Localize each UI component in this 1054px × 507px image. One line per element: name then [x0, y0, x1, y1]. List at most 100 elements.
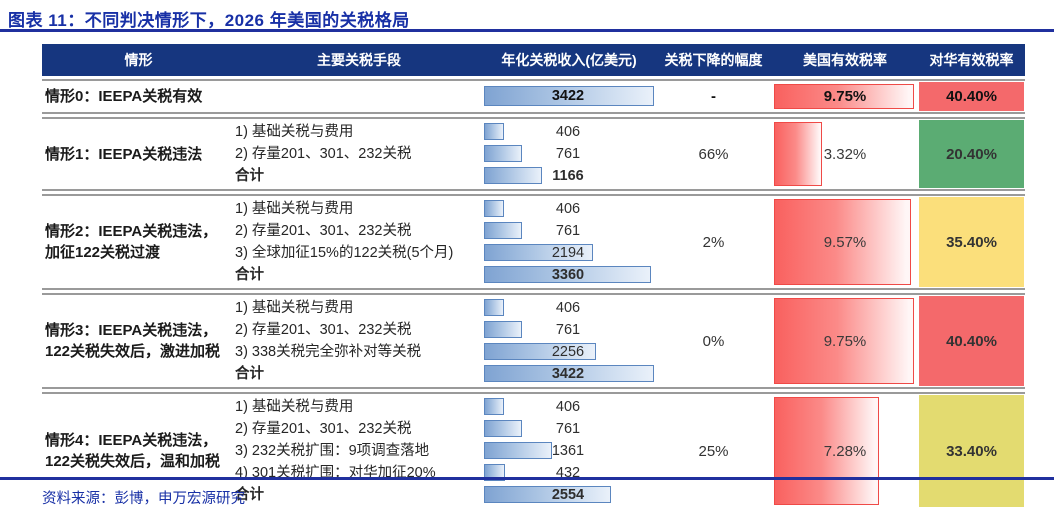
revenue-value: 2554 — [551, 487, 585, 503]
table-body: 情形0：IEEPA关税有效 3422 - 9.75% 40.40% 情形1：IEEPA关税… — [42, 79, 1025, 507]
measures-cell — [235, 81, 483, 112]
column-header: 主要关税手段 — [317, 52, 401, 68]
scenario-cell: 情形4：IEEPA关税违法，122关税失效后，温和加税 — [42, 394, 235, 507]
scenario-cell: 情形2：IEEPA关税违法，加征122关税过渡 — [42, 196, 235, 288]
measure-item: 1) 基础关税与费用 — [235, 124, 354, 140]
revenue-data-bar — [484, 167, 542, 184]
decline-value: - — [711, 88, 716, 105]
us-rate-data-bar — [774, 298, 914, 384]
us-rate-value: 7.28% — [823, 442, 867, 460]
scenario-row: 情形2：IEEPA关税违法，加征122关税过渡 1) 基础关税与费用 2) 存量20… — [42, 194, 1025, 290]
revenue-data-bar — [484, 420, 522, 437]
decline-cell: - — [655, 81, 772, 112]
revenue-bar-line: 406 — [483, 121, 655, 143]
measures-cell: 1) 基础关税与费用 2) 存量201、301、232关税 3) 全球加征15%的1… — [235, 196, 483, 288]
data-source-note: 资料来源：彭博，申万宏源研究 — [42, 491, 245, 507]
measure-item: 2) 存量201、301、232关税 — [235, 146, 412, 162]
footer-divider — [0, 477, 1054, 480]
china-rate-cell: 35.40% — [918, 196, 1025, 288]
us-rate-data-bar — [774, 122, 822, 186]
revenue-cell: 406 761 2256 3422 — [483, 295, 655, 387]
revenue-data-bar — [484, 145, 522, 162]
revenue-value: 761 — [555, 223, 581, 239]
revenue-bar-line: 3422 — [483, 363, 655, 385]
scenario-row: 情形4：IEEPA关税违法，122关税失效后，温和加税 1) 基础关税与费用 2) … — [42, 392, 1025, 507]
decline-value: 25% — [698, 442, 729, 460]
revenue-bar-line: 2554 — [483, 484, 655, 506]
measure-total-label: 合计 — [235, 168, 264, 184]
decline-cell: 25% — [655, 394, 772, 507]
revenue-value: 761 — [555, 146, 581, 162]
revenue-bar-line: 761 — [483, 418, 655, 440]
revenue-value: 406 — [555, 201, 581, 217]
revenue-bar-line: 761 — [483, 143, 655, 165]
revenue-data-bar — [484, 321, 522, 338]
scenario-cell: 情形3：IEEPA关税违法，122关税失效后，激进加税 — [42, 295, 235, 387]
us-rate-value: 3.32% — [823, 145, 867, 163]
column-header: 对华有效税率 — [929, 52, 1014, 68]
measure-item: 3) 232关税扩围：9项调查落地 — [235, 443, 430, 459]
revenue-value: 761 — [555, 421, 581, 437]
scenario-label: 情形3：IEEPA关税违法，122关税失效后，激进加税 — [45, 322, 221, 360]
us-rate-cell: 3.32% — [772, 119, 918, 189]
scenario-label: 情形0：IEEPA关税有效 — [45, 88, 203, 105]
tariff-scenario-table: 情形 主要关税手段 年化关税收入(亿美元) 关税下降的幅度 美国有效税率 对华有效税率 情… — [42, 44, 1025, 507]
revenue-bar-line: 3422 — [483, 83, 655, 110]
measure-total-label: 合计 — [235, 366, 264, 382]
measures-cell: 1) 基础关税与费用 2) 存量201、301、232关税 3) 232关税扩围：9… — [235, 394, 483, 507]
measure-total-label: 合计 — [235, 487, 264, 503]
revenue-data-bar — [484, 486, 611, 503]
china-rate-value: 20.40% — [919, 120, 1024, 188]
scenario-cell: 情形1：IEEPA关税违法 — [42, 119, 235, 189]
measure-total-label: 合计 — [235, 267, 264, 283]
measure-item: 3) 338关税完全弥补对等关税 — [235, 344, 422, 360]
column-header: 情形 — [124, 52, 153, 68]
us-rate-data-bar — [774, 199, 911, 285]
revenue-data-bar — [484, 123, 504, 140]
revenue-data-bar — [484, 266, 651, 283]
revenue-bar-line: 2194 — [483, 242, 655, 264]
decline-cell: 2% — [655, 196, 772, 288]
revenue-bar-line: 406 — [483, 198, 655, 220]
scenario-label: 情形4：IEEPA关税违法，122关税失效后，温和加税 — [45, 432, 221, 470]
revenue-bar-line: 406 — [483, 396, 655, 418]
measure-item: 2) 存量201、301、232关税 — [235, 322, 412, 338]
measure-item: 1) 基础关税与费用 — [235, 201, 354, 217]
revenue-value: 761 — [555, 322, 581, 338]
revenue-value: 1166 — [552, 168, 584, 184]
column-header: 关税下降的幅度 — [664, 52, 763, 68]
revenue-data-bar — [484, 398, 504, 415]
scenario-label: 情形1：IEEPA关税违法 — [45, 145, 203, 163]
china-rate-cell: 20.40% — [918, 119, 1025, 189]
measure-item: 2) 存量201、301、232关税 — [235, 223, 412, 239]
revenue-value: 3422 — [551, 88, 585, 104]
measure-item: 4) 301关税扩围：对华加征20% — [235, 465, 436, 481]
measure-item: 3) 全球加征15%的122关税(5个月) — [235, 245, 454, 261]
table-header-row: 情形 主要关税手段 年化关税收入(亿美元) 关税下降的幅度 美国有效税率 对华有效税率 — [42, 44, 1025, 76]
china-rate-value: 40.40% — [919, 296, 1024, 386]
measures-cell: 1) 基础关税与费用 2) 存量201、301、232关税 合计 — [235, 119, 483, 189]
revenue-bar-line: 761 — [483, 220, 655, 242]
revenue-bar-line: 761 — [483, 319, 655, 341]
revenue-value: 2256 — [551, 344, 585, 360]
scenario-cell: 情形0：IEEPA关税有效 — [42, 81, 235, 112]
revenue-data-bar — [484, 442, 552, 459]
revenue-bar-line: 1361 — [483, 440, 655, 462]
revenue-value: 406 — [555, 300, 581, 316]
revenue-bar-line: 432 — [483, 462, 655, 484]
revenue-data-bar — [484, 299, 504, 316]
scenario-row: 情形0：IEEPA关税有效 3422 - 9.75% 40.40% — [42, 79, 1025, 114]
revenue-value: 1361 — [551, 443, 585, 459]
measure-item: 1) 基础关税与费用 — [235, 300, 354, 316]
us-rate-data-bar — [774, 84, 914, 109]
scenario-label: 情形2：IEEPA关税违法，加征122关税过渡 — [45, 223, 218, 261]
us-rate-value: 9.75% — [823, 332, 867, 350]
scenario-row: 情形1：IEEPA关税违法 1) 基础关税与费用 2) 存量201、301、232关… — [42, 117, 1025, 191]
us-rate-cell: 9.75% — [772, 81, 918, 112]
china-rate-cell: 40.40% — [918, 81, 1025, 112]
us-rate-data-bar — [774, 397, 879, 505]
measure-item: 2) 存量201、301、232关税 — [235, 421, 412, 437]
china-rate-cell: 33.40% — [918, 394, 1025, 507]
measures-cell: 1) 基础关税与费用 2) 存量201、301、232关税 3) 338关税完全弥补… — [235, 295, 483, 387]
revenue-cell: 406 761 1361 432 2554 — [483, 394, 655, 507]
